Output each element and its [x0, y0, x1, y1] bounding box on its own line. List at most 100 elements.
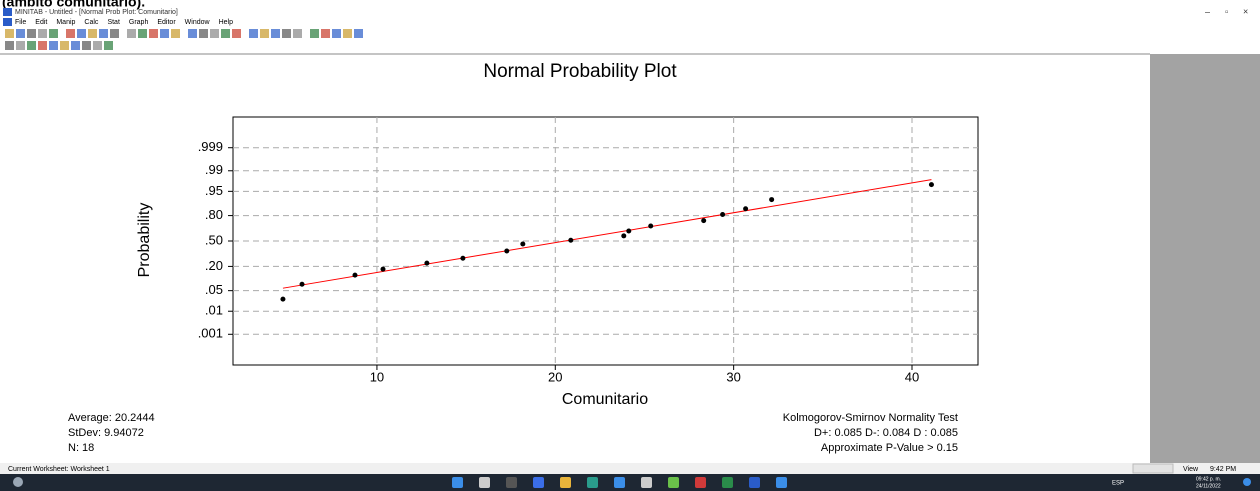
- weather-icon[interactable]: [13, 477, 23, 487]
- toolbar-button[interactable]: [293, 29, 302, 38]
- toolbar-button[interactable]: [49, 29, 58, 38]
- workspace-gray: [1150, 54, 1260, 463]
- taskbar-app[interactable]: [479, 477, 490, 488]
- toolbar-button[interactable]: [149, 29, 158, 38]
- menu-item[interactable]: Help: [219, 19, 234, 26]
- data-point: [928, 182, 934, 188]
- toolbar-button[interactable]: [232, 29, 241, 38]
- toolbar-button[interactable]: [16, 41, 25, 50]
- toolbar-button[interactable]: [77, 29, 86, 38]
- toolbar-button[interactable]: [199, 29, 208, 38]
- maximize-button[interactable]: ▫: [1225, 6, 1228, 16]
- toolbar-button[interactable]: [188, 29, 197, 38]
- toolbar-button[interactable]: [127, 29, 136, 38]
- data-point: [701, 218, 707, 224]
- data-point: [424, 260, 430, 266]
- top-caption: (ámbito comunitario).: [2, 0, 145, 10]
- menu-item[interactable]: Stat: [107, 19, 120, 26]
- taskbar-app[interactable]: [722, 477, 733, 488]
- y-axis-label: Probability: [136, 203, 153, 278]
- toolbar: [5, 29, 363, 50]
- taskbar-app[interactable]: [587, 477, 598, 488]
- toolbar-button[interactable]: [99, 29, 108, 38]
- toolbar-button[interactable]: [5, 41, 14, 50]
- toolbar-button[interactable]: [210, 29, 219, 38]
- y-tick-label: .05: [205, 282, 223, 297]
- taskbar-app[interactable]: [560, 477, 571, 488]
- taskbar-app[interactable]: [452, 477, 463, 488]
- x-tick-label: 10: [370, 369, 384, 384]
- data-point: [648, 223, 654, 229]
- toolbar-button[interactable]: [260, 29, 269, 38]
- taskbar: [0, 474, 1260, 491]
- toolbar-button[interactable]: [321, 29, 330, 38]
- toolbar-button[interactable]: [271, 29, 280, 38]
- taskbar-app[interactable]: [614, 477, 625, 488]
- notification-icon[interactable]: [1243, 478, 1251, 486]
- taskbar-app[interactable]: [695, 477, 706, 488]
- menu-item[interactable]: Graph: [129, 19, 149, 26]
- toolbar-button[interactable]: [354, 29, 363, 38]
- toolbar-button[interactable]: [160, 29, 169, 38]
- taskbar-app[interactable]: [749, 477, 760, 488]
- menu-item[interactable]: File: [15, 19, 26, 26]
- close-button[interactable]: ×: [1243, 6, 1248, 16]
- minimize-button[interactable]: –: [1205, 6, 1210, 16]
- toolbar-button[interactable]: [138, 29, 147, 38]
- toolbar-button[interactable]: [343, 29, 352, 38]
- toolbar-button[interactable]: [66, 29, 75, 38]
- toolbar-button[interactable]: [16, 29, 25, 38]
- taskbar-app[interactable]: [641, 477, 652, 488]
- toolbar-button[interactable]: [282, 29, 291, 38]
- toolbar-button[interactable]: [27, 41, 36, 50]
- y-tick-label: .95: [205, 183, 223, 198]
- toolbar-button[interactable]: [310, 29, 319, 38]
- toolbar-button[interactable]: [171, 29, 180, 38]
- toolbar-button[interactable]: [88, 29, 97, 38]
- y-tick-label: .999: [198, 139, 223, 154]
- toolbar-button[interactable]: [332, 29, 341, 38]
- y-tick-label: .50: [205, 232, 223, 247]
- data-point: [460, 255, 466, 261]
- menu-item[interactable]: Edit: [35, 19, 47, 26]
- toolbar-button[interactable]: [71, 41, 80, 50]
- toolbar-button[interactable]: [5, 29, 14, 38]
- window-title: MINITAB - Untitled - [Normal Prob Plot: …: [15, 9, 178, 16]
- data-point: [743, 206, 749, 212]
- toolbar-button[interactable]: [93, 41, 102, 50]
- data-point: [352, 272, 358, 278]
- clock-time[interactable]: 09:42 p. m.: [1196, 476, 1221, 482]
- taskbar-app[interactable]: [506, 477, 517, 488]
- toolbar-button[interactable]: [249, 29, 258, 38]
- toolbar-button[interactable]: [60, 41, 69, 50]
- toolbar-button[interactable]: [82, 41, 91, 50]
- status-cell: [1132, 463, 1174, 474]
- test-line: D+: 0.085 D-: 0.084 D : 0.085: [814, 427, 958, 439]
- taskbar-icons: [452, 477, 787, 488]
- menu-item[interactable]: Manip: [56, 19, 75, 26]
- status-bar: [0, 463, 1260, 474]
- data-point: [504, 248, 510, 254]
- toolbar-button[interactable]: [49, 41, 58, 50]
- toolbar-button[interactable]: [110, 29, 119, 38]
- data-point: [626, 228, 632, 234]
- chart-title: Normal Probability Plot: [483, 61, 677, 82]
- taskbar-app[interactable]: [776, 477, 787, 488]
- y-tick-label: .99: [205, 162, 223, 177]
- toolbar-button[interactable]: [38, 29, 47, 38]
- language[interactable]: ESP: [1112, 481, 1124, 487]
- toolbar-button[interactable]: [38, 41, 47, 50]
- clock-date[interactable]: 24/11/2022: [1196, 483, 1221, 489]
- menu-item[interactable]: Editor: [157, 19, 176, 26]
- test-line: Kolmogorov-Smirnov Normality Test: [783, 412, 958, 424]
- toolbar-button[interactable]: [27, 29, 36, 38]
- taskbar-app[interactable]: [668, 477, 679, 488]
- menu-item[interactable]: Window: [185, 19, 211, 26]
- fit-line: [282, 179, 932, 289]
- toolbar-button[interactable]: [104, 41, 113, 50]
- toolbar-button[interactable]: [221, 29, 230, 38]
- taskbar-app[interactable]: [533, 477, 544, 488]
- menu-item[interactable]: Calc: [84, 19, 99, 26]
